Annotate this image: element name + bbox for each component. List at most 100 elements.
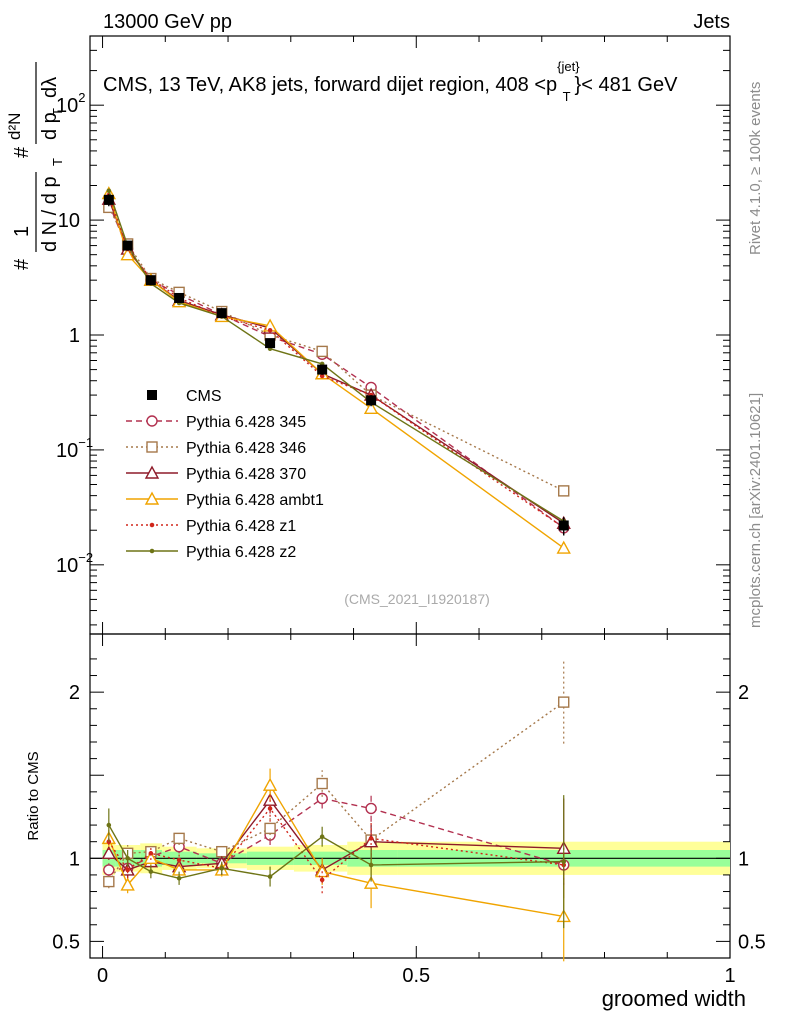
ratio-point [103,864,115,876]
energy-label: 13000 GeV pp [103,11,232,33]
legend-label-cms: CMS [186,388,222,405]
x-tick-label: 0 [97,965,108,987]
cms-point [366,395,377,406]
ratio-tick-label-left: 2 [69,682,80,704]
y-tick-label: 10−1 [56,435,93,462]
process-label: Jets [693,11,730,33]
cms-point [103,194,114,205]
legend-item-4: Pythia 6.428 z1 [126,518,296,535]
svg-text:d p: d p [39,112,61,140]
series-0 [103,197,570,885]
analysis-id: (CMS_2021_I1920187) [344,591,490,607]
series-line-ratio [108,701,565,882]
legend-label: Pythia 6.428 346 [186,440,306,457]
ratio-tick-label-right: 2 [738,682,749,704]
legend-label: Pythia 6.428 345 [186,414,306,431]
cms-point [317,364,328,375]
data-point [106,188,112,194]
svg-text:d N / d p: d N / d p [39,176,61,252]
plot-title: CMS, 13 TeV, AK8 jets, forward dijet reg… [103,59,678,104]
svg-text:1: 1 [11,226,33,237]
legend-marker [146,415,158,427]
legend-marker [146,441,158,453]
ratio-point [176,875,182,881]
cms-data [103,194,569,536]
ratio-point [267,874,273,879]
legend-marker [149,548,155,554]
ratio-point [148,869,154,874]
ratio-point [148,851,154,856]
ratio-tick-label-left: 1 [69,848,80,870]
data-point [363,400,379,415]
ratio-tick-label-right: 1 [738,848,749,870]
x-tick-label: 0.5 [402,965,430,987]
svg-text:dλ: dλ [39,77,61,98]
y-tick-label: 10 [58,210,80,232]
legend-marker [149,522,155,528]
ratio-point [173,832,185,845]
data-point [558,485,570,497]
ratio-point [143,850,159,865]
cms-point [216,308,227,319]
mcplots-label: mcplots.cern.ch [arXiv:2401.10621] [747,393,764,628]
ratio-point [368,836,374,841]
ratio-point [368,862,374,868]
ratio-point [262,777,278,791]
ratio-point [319,877,325,883]
ratio-point [106,822,112,828]
legend-label: Pythia 6.428 370 [186,466,306,483]
ratio-plot-frame [89,633,731,959]
data-point [267,327,273,333]
ratio-tick-label-right: 0.5 [738,931,766,953]
series-line-main [108,207,565,492]
legend-label: Pythia 6.428 ambt1 [186,492,324,509]
ratio-point [216,845,228,858]
legend-item-0: Pythia 6.428 345 [126,414,306,431]
legend-item-2: Pythia 6.428 370 [126,465,306,483]
legend-item-3: Pythia 6.428 ambt1 [126,491,324,509]
ratio-point [267,806,273,811]
ratio-point [125,856,130,861]
series-line-main [108,193,565,549]
x-axis-label: groomed width [602,986,746,1011]
svg-text:#: # [11,146,33,158]
ratio-point [103,875,115,888]
legend-item-1: Pythia 6.428 346 [126,440,306,457]
y-tick-label: 1 [69,325,80,347]
ratio-point [125,867,130,873]
ratio-point [365,802,377,815]
legend-marker [144,465,160,479]
data-point [316,345,328,358]
svg-text:#: # [11,258,33,270]
cms-point [122,240,133,251]
ratio-point [264,822,276,835]
legend-item-cms: CMS [147,388,222,405]
ratio-point [363,875,379,889]
ratio-point [176,857,182,863]
cms-point [265,338,276,349]
svg-text:T: T [50,158,65,166]
y-tick-label: 10−2 [56,550,93,577]
data-point [556,540,571,554]
x-tick-label: 1 [724,965,735,987]
ratio-point [558,696,570,708]
svg-text:d²N: d²N [5,113,24,140]
data-point [120,247,135,261]
ratio-point [561,859,567,864]
cms-point [558,520,569,531]
legend-item-5: Pythia 6.428 z2 [126,544,296,561]
cms-point [174,292,185,303]
y-tick-label: 102 [56,90,85,117]
main-y-axis-label: # 1 d N / d p T # d²N d p T dλ [5,62,65,270]
svg-text:T: T [50,108,65,116]
series-line-main [108,198,565,524]
ratio-point [316,777,328,790]
cms-point [145,275,156,286]
ratio-point [316,792,328,805]
legend-label: Pythia 6.428 z2 [186,544,296,561]
ratio-point [219,865,225,871]
ratio-point [319,834,325,840]
ratio-point [101,845,117,860]
legend-label: Pythia 6.428 z1 [186,518,296,535]
